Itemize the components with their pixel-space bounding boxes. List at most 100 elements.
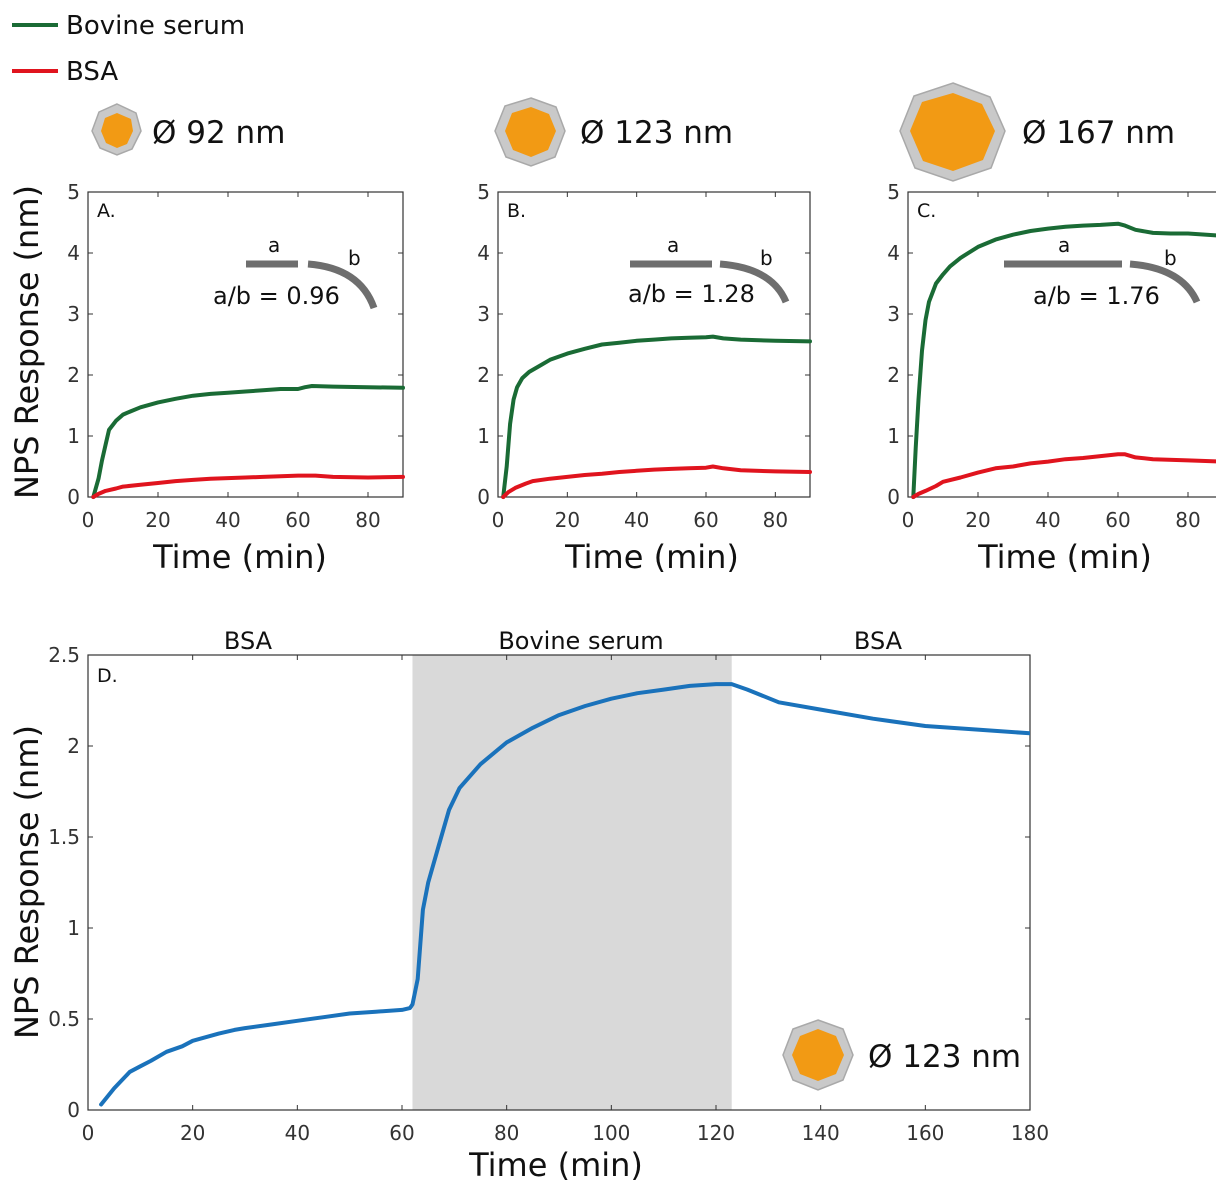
y-tick-label: 1.5 xyxy=(48,825,80,849)
y-tick-label: 0.5 xyxy=(48,1007,80,1031)
x-tick-label: 0 xyxy=(82,508,95,532)
y-tick-label: 2 xyxy=(887,363,900,387)
xlabel-b: Time (min) xyxy=(564,538,739,576)
panel-c-series xyxy=(911,221,1216,499)
y-tick-label: 2 xyxy=(477,363,490,387)
series-line-bsa xyxy=(911,452,1216,499)
x-tick-label: 80 xyxy=(763,508,788,532)
xlabel-c: Time (min) xyxy=(977,538,1152,576)
np-header-a: Ø 92 nm xyxy=(91,103,285,156)
x-tick-label: 20 xyxy=(965,508,990,532)
x-tick-label: 80 xyxy=(1175,508,1200,532)
np-size-label-c: Ø 167 nm xyxy=(1022,115,1175,151)
x-tick-label: 60 xyxy=(285,508,310,532)
inset-label-b: b xyxy=(348,246,361,270)
np-size-label-a: Ø 92 nm xyxy=(152,115,285,151)
region-label-bsa-right: BSA xyxy=(854,627,903,655)
nanoparticle-core-icon xyxy=(101,113,133,148)
y-tick-label: 4 xyxy=(67,241,80,265)
inset-label-a: a xyxy=(1058,233,1070,257)
panel-b-series xyxy=(501,334,812,499)
x-tick-label: 140 xyxy=(802,1121,840,1145)
x-tick-label: 160 xyxy=(906,1121,944,1145)
y-tick-label: 4 xyxy=(887,241,900,265)
inset-arc-b xyxy=(1129,260,1201,304)
y-tick-label: 1 xyxy=(477,424,490,448)
series-line-bovine-serum xyxy=(501,334,812,499)
nanoparticle-core-icon xyxy=(910,93,995,171)
x-tick-label: 20 xyxy=(145,508,170,532)
x-tick-label: 120 xyxy=(697,1121,735,1145)
x-tick-label: 100 xyxy=(592,1121,630,1145)
nanoparticle-core-icon xyxy=(792,1029,844,1081)
panel-b-frame xyxy=(497,191,811,498)
xlabel-a: Time (min) xyxy=(152,538,327,576)
panel-c: C. 0 20 40 60 80 0 1 2 3 4 5 a b a/b = 1.76 xyxy=(887,180,1216,532)
panel-a-ticks: 0 20 40 60 80 0 1 2 3 4 5 xyxy=(67,180,403,532)
panel-a: A. 0 20 40 60 80 0 1 2 3 4 5 a b a/b = 0.96 xyxy=(67,180,405,532)
x-tick-label: 20 xyxy=(180,1121,205,1145)
x-tick-label: 40 xyxy=(1035,508,1060,532)
panel-d-series xyxy=(99,682,1030,1107)
bovine-serum-shaded-region xyxy=(412,655,732,1110)
y-tick-label: 1 xyxy=(67,424,80,448)
panel-d: D. 0 20 40 60 80 100 120 140 160 18000.511.522.5 … xyxy=(48,627,1049,1145)
y-tick-label: 3 xyxy=(477,302,490,326)
y-tick-label: 1 xyxy=(67,916,80,940)
np-size-label-b: Ø 123 nm xyxy=(580,115,733,151)
inset-label-a: a xyxy=(667,233,679,257)
x-tick-label: 0 xyxy=(82,1121,95,1145)
series-line-bsa xyxy=(501,464,812,499)
x-tick-label: 20 xyxy=(555,508,580,532)
ratio-label-a: a/b = 0.96 xyxy=(213,282,340,310)
series-line-bovine-serum xyxy=(911,221,1216,499)
y-tick-label: 4 xyxy=(477,241,490,265)
y-tick-label: 2 xyxy=(67,363,80,387)
inset-label-b: b xyxy=(760,246,773,270)
nanoparticle-core-icon xyxy=(505,107,556,157)
y-tick-label: 0 xyxy=(477,485,490,509)
ratio-label-b: a/b = 1.28 xyxy=(628,280,755,308)
panel-a-frame xyxy=(87,191,404,498)
y-tick-label: 3 xyxy=(887,302,900,326)
y-tick-label: 5 xyxy=(67,180,80,204)
panel-letter-a: A. xyxy=(97,200,116,222)
legend-label-bovine-serum: Bovine serum xyxy=(66,11,245,41)
y-tick-label: 0 xyxy=(67,485,80,509)
series-line-response xyxy=(99,682,1030,1107)
x-tick-label: 0 xyxy=(902,508,915,532)
panel-c-frame xyxy=(907,191,1216,498)
y-tick-label: 3 xyxy=(67,302,80,326)
x-tick-label: 80 xyxy=(494,1121,519,1145)
region-label-bsa-left: BSA xyxy=(224,627,273,655)
panel-d-ticks: 0 20 40 60 80 100 120 140 160 180 0 0.5 1 1.5 2 2.5 xyxy=(48,643,1049,1145)
series-line-bsa xyxy=(91,473,405,499)
y-tick-label: 1 xyxy=(887,424,900,448)
ratio-label-c: a/b = 1.76 xyxy=(1033,282,1160,310)
x-tick-label: 80 xyxy=(355,508,380,532)
inset-arc-b xyxy=(719,260,790,304)
ylabel-d: NPS Response (nm) xyxy=(8,725,46,1039)
y-tick-label: 5 xyxy=(887,180,900,204)
y-tick-label: 0 xyxy=(67,1098,80,1122)
x-tick-label: 60 xyxy=(693,508,718,532)
region-label-bovine-serum: Bovine serum xyxy=(498,627,663,655)
y-tick-label: 0 xyxy=(887,485,900,509)
x-tick-label: 0 xyxy=(492,508,505,532)
x-tick-label: 60 xyxy=(389,1121,414,1145)
panel-d-frame xyxy=(87,654,1031,1111)
np-size-label-d: Ø 123 nm xyxy=(868,1039,1021,1075)
ylabel-a: NPS Response (nm) xyxy=(8,185,46,499)
x-tick-label: 40 xyxy=(285,1121,310,1145)
legend: Bovine serum BSA xyxy=(12,11,245,87)
xlabel-d: Time (min) xyxy=(468,1146,643,1184)
inset-label-b: b xyxy=(1164,246,1177,270)
series-line-bovine-serum xyxy=(91,384,405,499)
panel-letter-c: C. xyxy=(917,200,936,222)
panel-a-series xyxy=(91,384,405,499)
x-tick-label: 60 xyxy=(1105,508,1130,532)
y-tick-label: 2.5 xyxy=(48,643,80,667)
x-tick-label: 180 xyxy=(1011,1121,1049,1145)
inset-arc-b xyxy=(307,260,378,310)
